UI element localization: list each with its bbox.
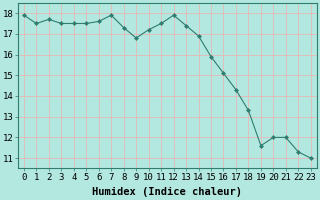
X-axis label: Humidex (Indice chaleur): Humidex (Indice chaleur) bbox=[92, 187, 242, 197]
